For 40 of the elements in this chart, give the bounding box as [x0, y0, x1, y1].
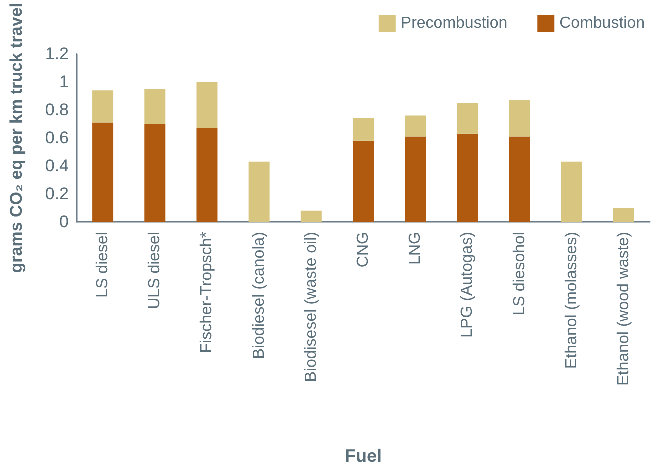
x-axis-title: Fuel — [344, 446, 382, 466]
y-tick-label: 1.2 — [45, 44, 69, 64]
x-tick-label: ULS diesel — [146, 232, 164, 310]
x-tick-label: LPG (Autogas) — [459, 232, 476, 338]
bar — [144, 89, 166, 124]
x-tick-label: Biodisesel (waste oil) — [302, 232, 320, 382]
y-tick-label: 1 — [60, 72, 69, 92]
bar — [457, 103, 478, 134]
y-axis-title: grams CO₂ eq per km truck travel — [7, 3, 26, 274]
bar — [405, 136, 426, 222]
bar — [248, 162, 270, 222]
bar — [92, 122, 114, 222]
bar — [457, 134, 478, 222]
y-tick-label: 0.4 — [45, 156, 69, 176]
y-tick-label: 0 — [60, 212, 69, 232]
x-tick-label: CNG — [355, 232, 372, 268]
bar — [613, 208, 634, 222]
x-tick-label: Ethanol (molasses) — [563, 232, 580, 369]
bar — [405, 116, 426, 137]
bar — [196, 128, 218, 222]
legend-label: Precombustion — [400, 15, 508, 32]
legend-label: Combustion — [560, 15, 645, 32]
bar — [353, 118, 374, 141]
bar — [144, 124, 166, 222]
y-tick-label: 0.2 — [45, 184, 69, 204]
bar — [353, 140, 374, 222]
x-tick-label: Ethanol (wood waste) — [615, 232, 632, 386]
bar — [92, 90, 114, 123]
x-tick-label: Fischer-Tropsch* — [198, 232, 216, 354]
x-tick-label: LNG — [407, 232, 424, 265]
bar — [561, 162, 582, 222]
bar — [196, 82, 218, 128]
y-tick-label: 0.6 — [45, 128, 69, 148]
x-tick-label: LS diesel — [94, 232, 112, 298]
x-tick-label: Biodiesel (canola) — [250, 232, 268, 360]
bar — [509, 100, 530, 137]
x-tick-label: LS diesohol — [511, 232, 528, 316]
bar — [300, 210, 322, 222]
bar — [509, 136, 530, 222]
y-tick-label: 0.8 — [45, 100, 69, 120]
